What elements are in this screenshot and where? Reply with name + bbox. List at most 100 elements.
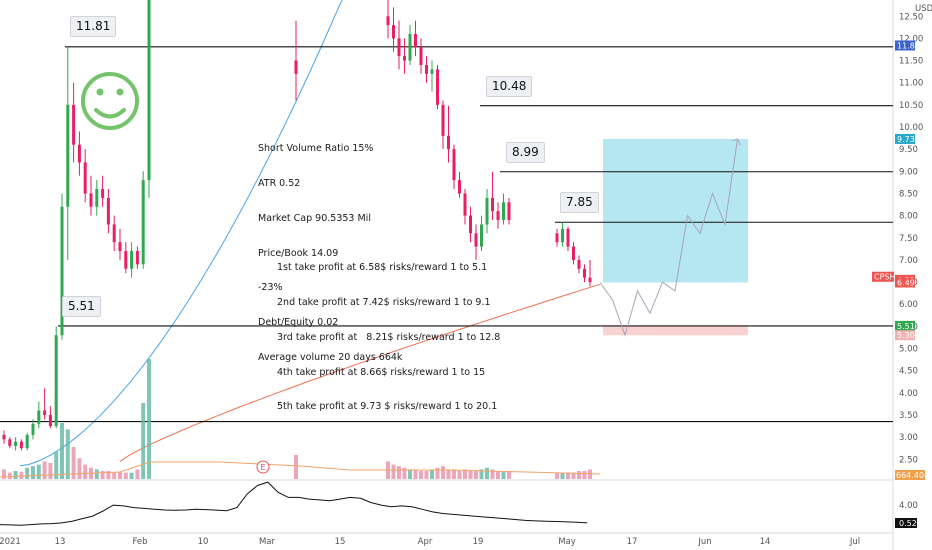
projection-path: [599, 138, 738, 337]
stat-line: Price/Book 14.09: [258, 247, 339, 259]
stat-line: ATR 0.52: [258, 177, 301, 189]
y-tick-label: 7.00: [899, 256, 918, 266]
level-label-11-81: 11.81: [70, 16, 117, 37]
price-tag-bg: [872, 271, 894, 282]
volume-bar: [402, 467, 407, 479]
volume-bar: [2, 469, 6, 479]
volume-bar: [507, 471, 511, 479]
volume-bar: [452, 469, 456, 479]
volume-bar: [419, 471, 423, 479]
candle-body: [485, 197, 489, 225]
candle-body: [89, 193, 93, 207]
volume-bar: [463, 469, 467, 479]
volume-bar: [54, 451, 59, 479]
y-tick-label: 12.50: [899, 12, 923, 22]
loss-zone: [603, 325, 748, 336]
level-label-7-85: 7.85: [560, 192, 599, 213]
candle-body: [491, 197, 494, 212]
volume-bar: [48, 463, 53, 479]
volume-bar: [441, 466, 445, 479]
candle-body: [135, 251, 139, 265]
volume-bar: [468, 471, 473, 479]
candle-body: [101, 189, 105, 198]
price-tag-text: 11.84: [897, 41, 920, 50]
candle-body: [31, 423, 35, 435]
y-tick-label: 3.50: [899, 411, 918, 421]
volume-bar: [485, 467, 489, 479]
candle-body: [419, 47, 423, 65]
volume-bar: [13, 471, 18, 479]
candle-body: [452, 149, 456, 181]
volume-bar: [474, 471, 478, 479]
candle-body: [14, 441, 18, 446]
candle-body: [588, 277, 592, 283]
price-tag: 11.84: [895, 40, 920, 51]
volume-bar: [135, 469, 140, 479]
volume-bar: [430, 469, 434, 479]
volume-bar: [141, 403, 146, 479]
price-tag-bg: [895, 40, 915, 51]
candle-body: [425, 64, 428, 74]
candle-body: [54, 335, 58, 427]
candle-body: [386, 16, 390, 26]
volume-tag-text: 664.404K: [896, 471, 932, 480]
y-tick-label: 10.00: [899, 123, 923, 133]
candle-body: [502, 202, 505, 221]
y-tick-label: 9.50: [899, 145, 918, 155]
x-tick-label: 10: [198, 537, 209, 547]
volume-bar: [408, 469, 412, 479]
volume-bar: [65, 429, 70, 479]
candle-body: [2, 434, 6, 440]
take-profit-note: 1st take profit at 6.58$ risks/reward 1 …: [277, 239, 500, 425]
candle-body: [463, 193, 467, 216]
y-tick-label: 9.00: [899, 167, 918, 177]
candle-body: [8, 439, 12, 446]
volume-bar: [391, 464, 396, 479]
price-tag-text: 5.51: [897, 322, 915, 331]
price-tag: CPSH: [872, 271, 896, 282]
candle-body: [555, 233, 559, 243]
candle-body: [566, 228, 570, 247]
volume-bar: [490, 469, 495, 479]
volume-bar: [25, 467, 30, 479]
smiley-face: [81, 72, 139, 130]
volume-bar: [582, 471, 587, 479]
volume-bar: [496, 471, 500, 479]
candle-body: [124, 251, 128, 269]
candle-body: [19, 441, 23, 449]
indicator-line: [0, 481, 588, 526]
volume-bar: [457, 471, 462, 479]
volume-bar: [106, 471, 111, 479]
candle-body: [60, 206, 64, 336]
x-tick-label: 13: [55, 537, 66, 547]
volume-bar: [566, 472, 570, 479]
candle-body: [397, 38, 401, 57]
smiley-mouth: [94, 108, 126, 119]
smiley-eye: [116, 88, 124, 96]
y-tick-label: 11.00: [899, 79, 923, 89]
candle-body: [95, 189, 99, 207]
price-tag-text: 9.73: [897, 135, 915, 144]
level-label-5-51: 5.51: [62, 296, 101, 317]
y-tick-label: 8.00: [899, 212, 918, 222]
stats-note: Short Volume Ratio 15% ATR 0.52 Market C…: [258, 120, 402, 375]
take-profit-line: 5th take profit at 9.73 $ risks/reward 1…: [277, 401, 498, 413]
stat-line: -23%: [258, 282, 283, 294]
candle-body: [469, 215, 472, 234]
y-tick-label: 5.00: [899, 345, 918, 355]
volume-bar: [424, 471, 429, 479]
y-tick-label: 12.00: [899, 34, 923, 44]
candle-body: [480, 224, 483, 247]
volume-bar: [7, 472, 12, 479]
candle-body: [408, 33, 412, 61]
volume-bar: [413, 469, 418, 479]
candle-body: [447, 135, 450, 150]
x-tick-label: Apr: [418, 537, 433, 547]
smiley-eye: [96, 88, 104, 96]
candle-body: [43, 410, 47, 415]
take-profit-line: 3rd take profit at 8.21$ risks/reward 1 …: [277, 331, 501, 343]
x-tick-label: Mar: [259, 537, 276, 547]
candle-body: [66, 104, 70, 207]
projection-arrowhead: [732, 138, 741, 146]
